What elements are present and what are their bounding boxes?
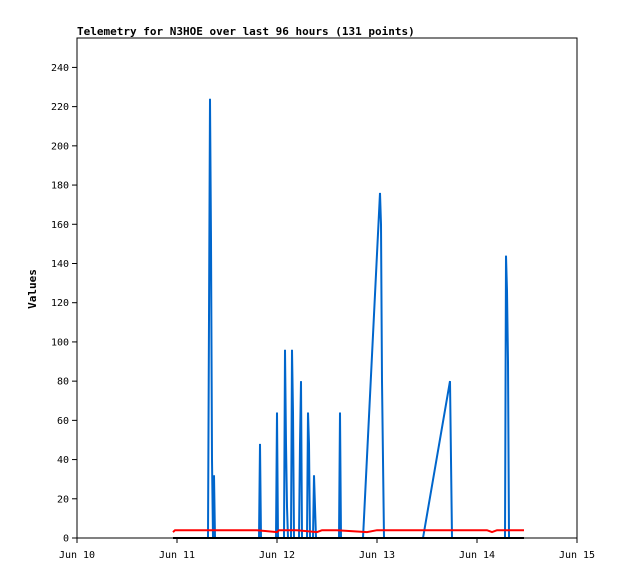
y-tick-label: 40 [57,455,69,466]
y-tick-label: 20 [57,494,69,505]
y-tick-label: 200 [51,141,69,152]
x-tick-label: Jun 14 [459,550,495,561]
y-tick-label: 100 [51,337,69,348]
y-tick-label: 160 [51,220,69,231]
x-tick-label: Jun 12 [259,550,295,561]
plot-area [172,98,524,539]
y-axis-label: Values [26,269,39,309]
x-tick-label: Jun 13 [359,550,395,561]
chart-title: Telemetry for N3HOE over last 96 hours (… [77,25,415,38]
y-tick-label: 240 [51,63,69,74]
series-line-0 [175,98,524,539]
series-line-1 [172,529,524,534]
y-tick-label: 120 [51,298,69,309]
axes: 0 20 40 60 80 100 120 140 160 180 200 220 240 Jun 10 J… [51,37,595,561]
y-tick-label: 80 [57,377,69,388]
y-tick-label: 220 [51,102,69,113]
x-tick-label: Jun 11 [159,550,195,561]
plot-frame [76,37,578,539]
y-tick-label: 0 [63,534,69,545]
x-tick-label: Jun 10 [59,550,95,561]
y-tick-label: 60 [57,416,69,427]
y-tick-label: 140 [51,259,69,270]
y-tick-label: 180 [51,181,69,192]
x-tick-label: Jun 15 [559,550,595,561]
